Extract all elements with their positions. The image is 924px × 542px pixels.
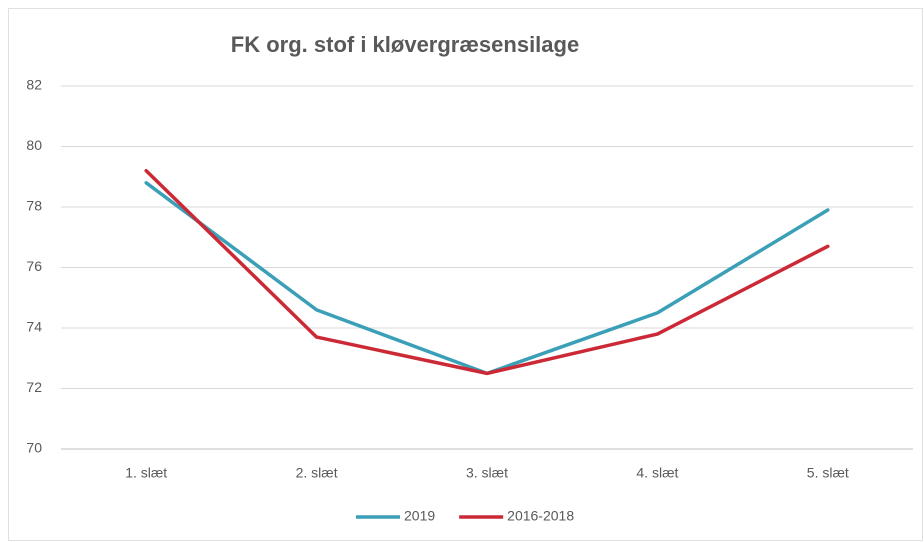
x-tick-label: 4. slæt (636, 465, 678, 481)
series-line (144, 168, 830, 376)
y-tick-label: 70 (26, 440, 42, 456)
y-tick-label: 78 (26, 198, 42, 214)
y-tick-label: 76 (26, 258, 42, 274)
chart-frame (8, 8, 923, 541)
y-tick-label: 82 (26, 77, 42, 93)
chart-title: FK org. stof i kløvergræsensilage (231, 32, 579, 57)
legend-label: 2019 (404, 508, 435, 524)
y-tick-label: 80 (26, 137, 42, 153)
x-tick-label: 3. slæt (466, 465, 508, 481)
x-tick-label: 5. slæt (807, 465, 849, 481)
x-tick-label: 1. slæt (125, 465, 167, 481)
y-tick-label: 74 (26, 319, 42, 335)
y-tick-label: 72 (26, 379, 42, 395)
legend-label: 2016-2018 (507, 508, 574, 524)
x-tick-label: 2. slæt (296, 465, 338, 481)
